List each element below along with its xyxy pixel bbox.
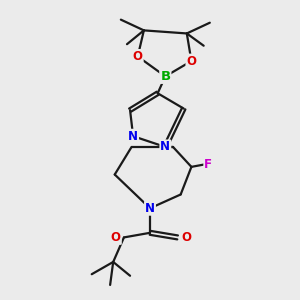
Text: N: N (145, 202, 155, 215)
Text: N: N (128, 130, 138, 143)
Text: O: O (182, 231, 192, 244)
Text: B: B (160, 70, 170, 83)
Text: F: F (204, 158, 212, 171)
Text: O: O (133, 50, 143, 63)
Text: N: N (160, 140, 170, 153)
Text: O: O (111, 231, 121, 244)
Text: O: O (186, 55, 197, 68)
